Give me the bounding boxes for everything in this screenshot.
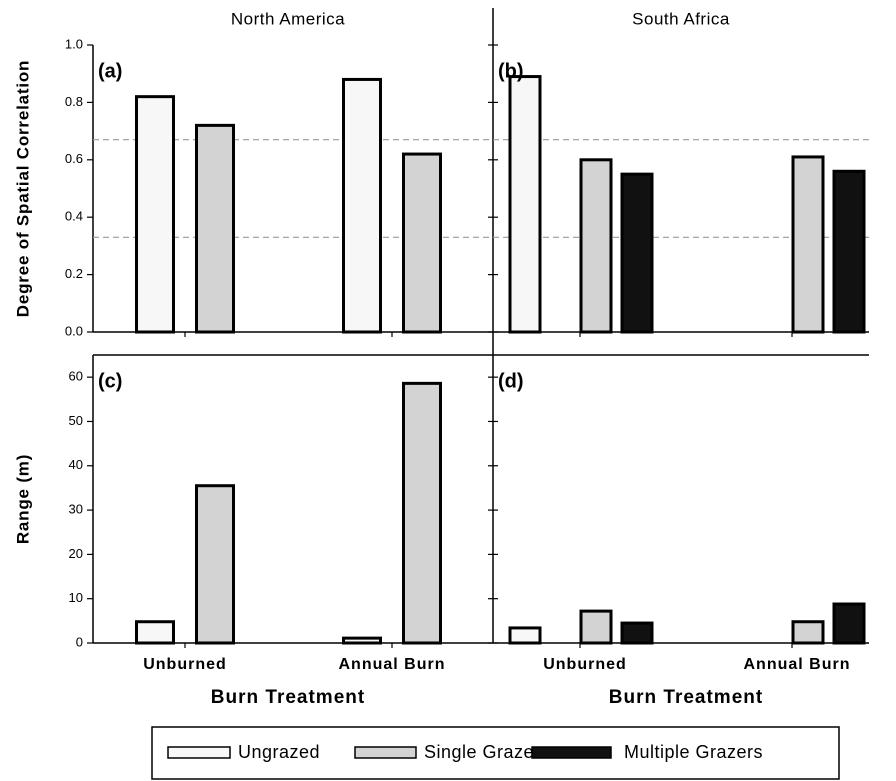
bar bbox=[342, 77, 382, 334]
y-tick-label: 0 bbox=[76, 634, 83, 649]
x-axis-label: Burn Treatment bbox=[211, 687, 365, 708]
y-tick-label: 0.8 bbox=[65, 94, 83, 109]
bar bbox=[832, 602, 866, 645]
y-tick-label: 60 bbox=[69, 369, 83, 384]
bar bbox=[579, 609, 613, 645]
y-tick-label: 0.2 bbox=[65, 266, 83, 281]
bar bbox=[791, 620, 825, 645]
y-tick-label: 1.0 bbox=[65, 36, 83, 51]
x-axis-label: Burn Treatment bbox=[609, 687, 763, 708]
y-tick-label: 0.6 bbox=[65, 151, 83, 166]
x-tick-label: Annual Burn bbox=[339, 656, 446, 673]
legend-label: Ungrazed bbox=[238, 742, 320, 762]
y-tick-label: 20 bbox=[69, 546, 83, 561]
bar bbox=[135, 95, 175, 334]
bar bbox=[620, 172, 654, 334]
panel-label: (a) bbox=[98, 60, 122, 82]
column-title: North America bbox=[231, 9, 345, 28]
y-tick-label: 50 bbox=[69, 413, 83, 428]
y-tick-label: 0.4 bbox=[65, 209, 83, 224]
bar bbox=[579, 158, 613, 334]
y-axis-label: Range (m) bbox=[13, 454, 32, 544]
y-tick-label: 0.0 bbox=[65, 323, 83, 338]
legend-swatch bbox=[167, 746, 231, 759]
bar bbox=[135, 620, 175, 645]
panel-label: (c) bbox=[98, 370, 122, 392]
legend-box bbox=[151, 726, 840, 780]
x-tick-label: Unburned bbox=[143, 656, 227, 673]
bar bbox=[832, 169, 866, 334]
panel-label: (b) bbox=[498, 60, 524, 82]
bar bbox=[791, 155, 825, 334]
legend-swatch bbox=[354, 746, 417, 759]
bar bbox=[195, 484, 235, 645]
bar bbox=[195, 123, 235, 334]
x-tick-label: Unburned bbox=[543, 656, 627, 673]
bar bbox=[508, 626, 542, 645]
x-tick-label: Annual Burn bbox=[744, 656, 851, 673]
y-tick-label: 10 bbox=[69, 590, 83, 605]
bar bbox=[402, 152, 442, 334]
bar bbox=[620, 621, 654, 645]
bar bbox=[508, 75, 542, 334]
panel-label: (d) bbox=[498, 370, 524, 392]
legend-swatch bbox=[531, 746, 612, 759]
y-axis-label: Degree of Spatial Correlation bbox=[13, 60, 32, 317]
legend-label: Multiple Grazers bbox=[624, 742, 763, 762]
bar bbox=[402, 381, 442, 645]
y-tick-label: 40 bbox=[69, 457, 83, 472]
bar bbox=[342, 636, 382, 645]
y-tick-label: 30 bbox=[69, 502, 83, 517]
legend-label: Single Grazer bbox=[424, 742, 541, 762]
column-title: South Africa bbox=[632, 9, 730, 28]
